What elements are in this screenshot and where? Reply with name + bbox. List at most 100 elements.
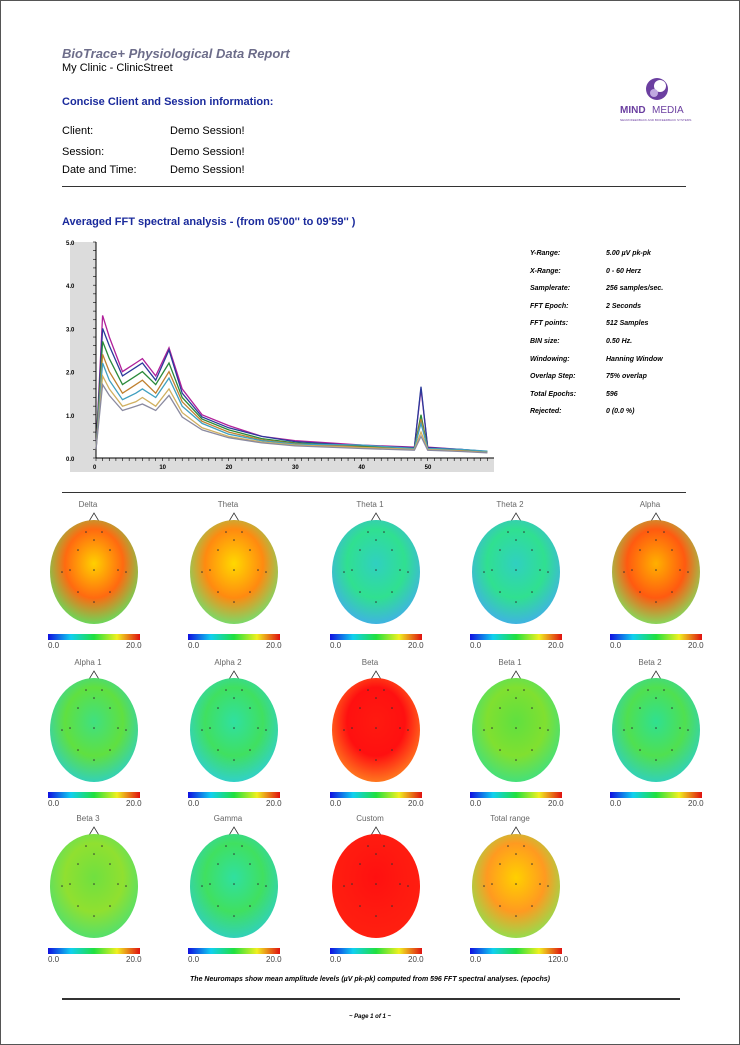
x-tick-label: 20 <box>226 465 233 471</box>
y-tick-label: 5.0 <box>66 241 75 247</box>
electrode-dot <box>523 531 525 533</box>
nose-icon <box>87 670 101 682</box>
electrode-dot <box>241 689 243 691</box>
stat-label: FFT points: <box>530 320 569 328</box>
electrode-dot <box>483 571 485 573</box>
electrode-dot <box>367 689 369 691</box>
electrode-dot <box>233 759 235 761</box>
stat-label: Samplerate: <box>530 285 571 293</box>
colorbar <box>470 792 562 798</box>
colorbar <box>188 634 280 640</box>
electrode-dot <box>101 689 103 691</box>
colorbar-min: 0.0 <box>48 955 60 964</box>
electrode-dot <box>499 749 501 751</box>
y-tick-label: 1.0 <box>66 414 75 420</box>
electrode-dot <box>655 539 657 541</box>
logo-text-bold: MIND <box>620 105 646 116</box>
clinic-name: My Clinic - ClinicStreet <box>62 62 173 74</box>
electrode-dot <box>225 689 227 691</box>
electrode-dot <box>359 549 361 551</box>
head-shape <box>50 520 138 624</box>
electrode-dot <box>225 531 227 533</box>
neuromap-head <box>472 826 560 938</box>
colorbar <box>48 634 140 640</box>
electrode-dot <box>93 539 95 541</box>
session-value: Demo Session! <box>170 146 245 158</box>
stat-value: 256 samples/sec. <box>606 285 664 293</box>
electrode-dot <box>367 531 369 533</box>
electrode-dot <box>623 729 625 731</box>
client-value: Demo Session! <box>170 125 245 137</box>
neuromap-title: Gamma <box>213 814 243 823</box>
head-shape <box>50 678 138 782</box>
electrode-dot <box>375 539 377 541</box>
colorbar <box>470 948 562 954</box>
colorbar-max: 20.0 <box>266 641 282 650</box>
nose-icon <box>369 512 383 524</box>
electrode-dot <box>523 689 525 691</box>
electrode-dot <box>85 531 87 533</box>
nose-icon <box>227 670 241 682</box>
electrode-dot <box>101 845 103 847</box>
head-shape <box>332 678 420 782</box>
electrode-dot <box>233 697 235 699</box>
colorbar-max: 20.0 <box>548 641 564 650</box>
electrode-dot <box>687 729 689 731</box>
logo-tagline: NEUROFEEDBACK AND BIOFEEDBACK SYSTEMS <box>620 118 691 122</box>
electrode-dot <box>399 569 401 571</box>
electrode-dot <box>631 569 633 571</box>
electrode-dot <box>655 569 657 571</box>
colorbar-min: 0.0 <box>188 955 200 964</box>
electrode-dot <box>539 727 541 729</box>
electrode-dot <box>655 727 657 729</box>
head-shape <box>472 520 560 624</box>
head-shape <box>190 834 278 938</box>
neuromap-head <box>612 512 700 624</box>
nose-icon <box>509 512 523 524</box>
neuromap-title: Theta 1 <box>356 500 384 509</box>
electrode-dot <box>391 905 393 907</box>
fft-series-line-3 <box>95 354 488 454</box>
nose-icon <box>369 826 383 838</box>
divider-middle <box>62 492 686 493</box>
electrode-dot <box>531 749 533 751</box>
electrode-dot <box>639 591 641 593</box>
stat-label: Windowing: <box>530 355 570 363</box>
nose-icon <box>227 512 241 524</box>
electrode-dot <box>375 697 377 699</box>
nose-icon <box>87 512 101 524</box>
colorbar-max: 20.0 <box>126 955 142 964</box>
electrode-dot <box>241 531 243 533</box>
logo-text-light: MEDIA <box>652 105 684 116</box>
electrode-dot <box>257 883 259 885</box>
divider-top <box>62 186 686 187</box>
electrode-dot <box>499 863 501 865</box>
electrode-dot <box>93 915 95 917</box>
colorbar-max: 20.0 <box>408 955 424 964</box>
electrode-dot <box>257 727 259 729</box>
electrode-dot <box>233 539 235 541</box>
x-tick-label: 40 <box>358 465 365 471</box>
neuromap-head <box>332 670 420 782</box>
electrode-dot <box>343 729 345 731</box>
electrode-dot <box>109 905 111 907</box>
nose-icon <box>649 512 663 524</box>
electrode-dot <box>249 707 251 709</box>
colorbar-min: 0.0 <box>330 641 342 650</box>
colorbar <box>470 634 562 640</box>
neuromap-head <box>332 826 420 938</box>
electrode-dot <box>547 571 549 573</box>
electrode-dot <box>93 883 95 885</box>
electrode-dot <box>217 749 219 751</box>
colorbar-min: 0.0 <box>188 799 200 808</box>
stat-value: 512 Samples <box>606 320 649 328</box>
electrode-dot <box>359 591 361 593</box>
electrode-dot <box>217 863 219 865</box>
electrode-dot <box>671 707 673 709</box>
y-tick-label: 0.0 <box>66 457 75 463</box>
fft-chart: 0.0 1.0 2.0 3.0 4.0 5.0 0 10 20 30 40 50 <box>66 241 494 472</box>
stat-value: 0 (0.0 %) <box>606 408 635 416</box>
electrode-dot <box>233 727 235 729</box>
electrode-dot <box>539 569 541 571</box>
electrode-dot <box>93 697 95 699</box>
